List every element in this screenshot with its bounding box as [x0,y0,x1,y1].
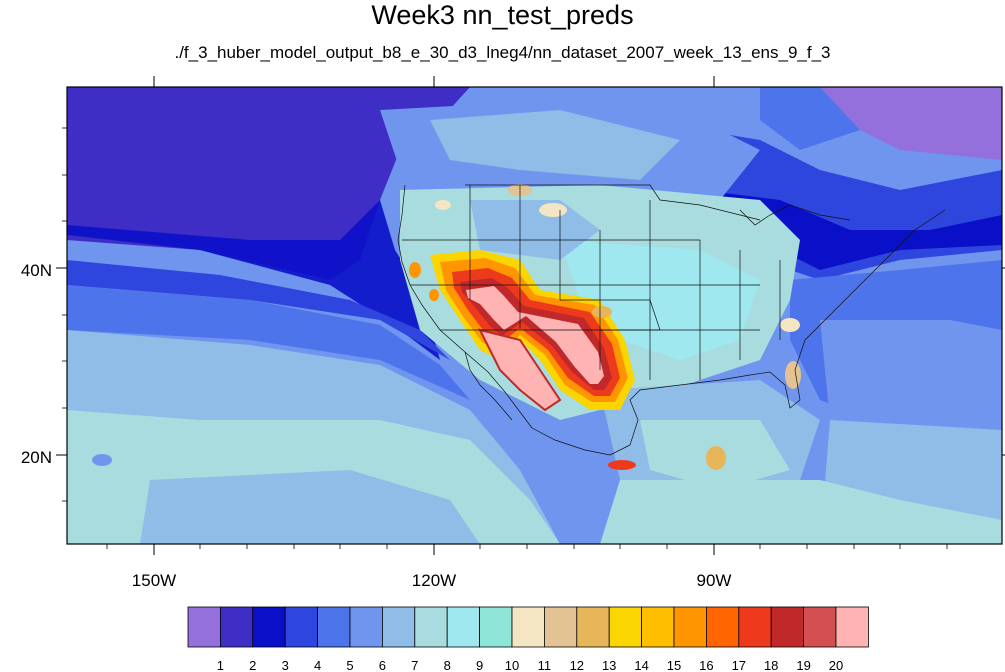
colorbar-label: 14 [634,658,648,672]
colorbar-label: 15 [667,658,681,672]
colorbar-swatch [770,606,805,648]
colorbar-swatch [738,606,772,648]
map-subtitle: ./f_3_huber_model_output_b8_e_30_d3_lneg… [174,43,831,62]
colorbar-swatch [284,606,319,648]
lon-label-150w: 150W [132,571,176,590]
colorbar-swatch [381,606,416,648]
colorbar-label: 19 [796,658,810,672]
colorbar-swatch [544,606,578,648]
colorbar-label: 12 [570,658,584,672]
map-title: Week3 nn_test_preds [371,0,634,30]
colorbar-label: 5 [346,658,353,672]
colorbar-swatch [219,606,254,648]
colorbar-label: 16 [699,658,713,672]
lon-label-90w: 90W [697,571,732,590]
colorbar-label: 4 [314,658,321,672]
colorbar-label: 10 [505,658,519,672]
colorbar-label: 11 [538,658,552,672]
lat-label-20n: 20N [21,448,52,467]
colorbar-label: 1 [217,658,224,672]
colorbar-swatch [673,606,707,648]
colorbar-label: 13 [602,658,616,672]
colorbar-swatch [706,606,740,648]
colorbar-swatch [317,606,351,648]
colorbar-label: 17 [732,658,746,672]
colorbar-swatch [511,606,545,648]
colorbar-label: 18 [764,658,778,672]
colorbar-swatch [803,606,837,648]
lat-label-40n: 40N [21,261,52,280]
colorbar-swatch [608,606,643,648]
colorbar-swatch [835,606,869,648]
colorbar-label: 9 [476,658,483,672]
coastlines [397,184,946,456]
colorbar-label: 3 [282,658,289,672]
colorbar-label: 7 [411,658,418,672]
colorbar-swatch [349,606,383,648]
colorbar-swatch [187,606,221,648]
colorbar-label: 6 [379,658,386,672]
colorbar-swatch [446,606,481,648]
colorbar-swatch [576,606,610,648]
colorbar-swatch [479,606,513,648]
colorbar-label: 8 [444,658,451,672]
colorbar-swatch [252,606,286,648]
colorbar-swatch [641,606,675,648]
colorbar-label: 2 [249,658,256,672]
lon-label-120w: 120W [412,571,456,590]
colorbar-label: 20 [829,658,843,672]
colorbar-swatch [414,606,448,648]
